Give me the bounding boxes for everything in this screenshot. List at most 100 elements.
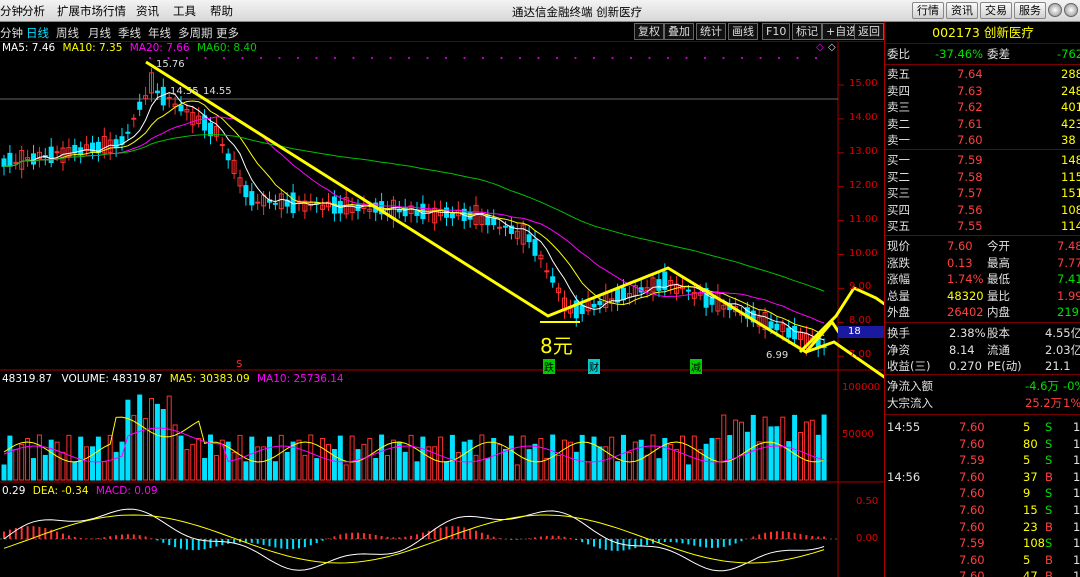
volume-bar	[467, 439, 473, 481]
volume-bar	[402, 451, 408, 481]
candle	[19, 149, 25, 170]
candle	[721, 304, 727, 310]
signal-dot	[500, 56, 503, 60]
period-week[interactable]: 周线	[56, 26, 79, 40]
market-button[interactable]: 行情	[912, 2, 944, 19]
news-button[interactable]: 资讯	[946, 2, 978, 19]
f10-button[interactable]: F10	[762, 23, 791, 40]
volume-bar	[556, 455, 562, 481]
fund-value-2: 2.03亿	[1045, 342, 1080, 357]
tick-count: 1	[1073, 469, 1080, 484]
macd-dea: DEA: -0.34	[32, 485, 89, 497]
period-more[interactable]: 更多	[216, 26, 239, 40]
volume-bar	[449, 434, 455, 481]
volume-bar	[408, 434, 414, 481]
volume-bar	[137, 394, 143, 481]
menu-analysis[interactable]: 分析	[22, 4, 45, 18]
period-year[interactable]: 年线	[148, 26, 171, 40]
draw-button[interactable]: 画线	[728, 23, 758, 40]
tick-volume: 80	[1023, 436, 1038, 451]
tick-volume: 5	[1023, 552, 1031, 567]
menu-help[interactable]: 帮助	[210, 4, 233, 18]
candle	[432, 207, 438, 224]
menu-tools[interactable]: 工具	[173, 4, 196, 18]
ma60-line	[3, 134, 825, 292]
period-quarter[interactable]: 季线	[118, 26, 141, 40]
volume-bar	[739, 421, 744, 481]
volume-tick-label: 50000	[842, 429, 874, 440]
period-minute[interactable]: 分钟	[0, 26, 23, 40]
menu-minute[interactable]: 分钟	[0, 4, 23, 18]
volume-bar	[762, 416, 768, 481]
ma5-line	[3, 92, 825, 341]
tick-side: B	[1045, 552, 1053, 567]
tick-row: 7.59 5 S 1	[885, 452, 1080, 468]
mark-button[interactable]: 标记	[792, 23, 822, 40]
signal-dot	[629, 56, 633, 60]
flow-label: 净流入额	[887, 379, 933, 393]
marker-die: 跌	[543, 359, 555, 374]
volume-bar	[662, 437, 668, 481]
volume-bar	[809, 419, 815, 481]
volume-bar	[715, 437, 721, 481]
adjust-button[interactable]: 复权	[634, 23, 664, 40]
kline-chart[interactable]	[0, 42, 884, 577]
stat-label: 现价	[887, 239, 910, 253]
volume-bar	[367, 438, 373, 481]
menu-extended-market[interactable]: 扩展市场行情	[57, 4, 126, 18]
close-icon[interactable]	[1064, 3, 1078, 17]
signal-dot	[278, 56, 281, 60]
ask-price: 7.63	[957, 83, 983, 98]
signal-dot	[592, 56, 596, 60]
tick-price: 7.60	[959, 420, 985, 434]
stat-value: 1.74%	[947, 272, 984, 287]
volume-bar	[119, 441, 125, 481]
service-button[interactable]: 服务	[1014, 2, 1046, 19]
signal-dot	[537, 56, 540, 60]
fund-label-2: 流通	[987, 342, 1010, 357]
bid-row: 买三 7.57 151	[885, 185, 1080, 201]
candle	[780, 323, 786, 333]
tick-side: S	[1045, 486, 1053, 501]
stat-label: 总量	[887, 288, 910, 303]
candle	[149, 72, 154, 94]
volume-bar	[166, 395, 172, 481]
period-month[interactable]: 月线	[88, 26, 111, 40]
weibi-row: 委比 -37.46% 委差 -762	[885, 46, 1080, 62]
tick-row: 7.60 5 B 1	[885, 552, 1080, 568]
weicha-label: 委差	[987, 47, 1010, 61]
volume-bar	[597, 446, 603, 481]
volume-bar	[296, 439, 302, 481]
macd-dif: 0.29	[2, 485, 26, 497]
candle	[272, 202, 278, 205]
signal-dot	[241, 56, 244, 60]
stats-button[interactable]: 统计	[696, 23, 726, 40]
volume-bar	[278, 434, 284, 481]
volume-bar	[308, 434, 314, 481]
menu-news[interactable]: 资讯	[136, 4, 159, 18]
volume-bar	[72, 461, 78, 481]
signal-dot	[296, 56, 300, 60]
flow-pct: -0%	[1063, 379, 1080, 393]
tick-price: 7.60	[959, 552, 985, 567]
back-button[interactable]: 返回	[854, 23, 884, 40]
candle	[685, 289, 691, 292]
tick-count: 1	[1073, 569, 1080, 577]
period-day[interactable]: 日线	[26, 26, 49, 40]
weibi-value: -37.46%	[935, 47, 983, 61]
overlay-button[interactable]: 叠加	[664, 23, 694, 40]
tick-volume: 37	[1023, 469, 1038, 484]
price-tick-label: 10.00	[849, 247, 878, 259]
volume-bar	[184, 449, 190, 481]
minimize-icon[interactable]	[1048, 3, 1062, 17]
candle	[101, 135, 107, 154]
trade-button[interactable]: 交易	[980, 2, 1012, 19]
period-multi[interactable]: 多周期	[178, 26, 213, 40]
stat-value-2: 1.99	[1057, 288, 1080, 303]
volume-bar	[13, 449, 19, 481]
weibi-label: 委比	[887, 47, 910, 61]
tick-row: 14:56 7.60 37 B 1	[885, 469, 1080, 485]
candle	[508, 225, 514, 234]
tick-count: 1	[1073, 436, 1080, 451]
volume-bar	[143, 418, 149, 481]
